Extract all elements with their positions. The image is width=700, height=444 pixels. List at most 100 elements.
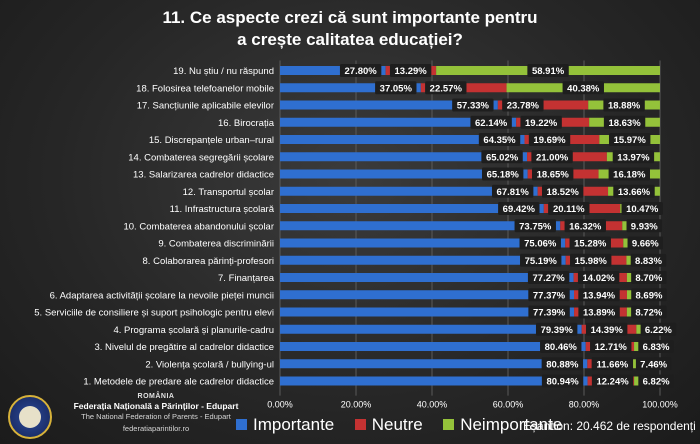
sample-size-note: Eșantion: 20.462 de respondenți <box>523 419 696 433</box>
data-label: 18.88% <box>608 101 641 112</box>
data-label-box <box>630 253 667 267</box>
data-label: 14.39% <box>591 325 624 336</box>
legend-label-importante: Importante <box>253 415 335 434</box>
data-label-box <box>577 271 620 284</box>
data-label: 13.89% <box>583 308 616 319</box>
chart-title: 11. Ce aspecte crezi că sunt importante … <box>0 7 700 51</box>
data-label-box <box>603 115 646 129</box>
chart-title-line-1: 11. Ce aspecte crezi că sunt importante … <box>162 8 538 27</box>
bar-segment <box>280 135 525 144</box>
data-label-box <box>564 219 606 233</box>
legend-swatch-neimportante <box>443 419 455 430</box>
category-label: 5. Serviciile de consiliere și suport ps… <box>34 308 274 319</box>
x-tick-label: 20.00% <box>341 400 372 410</box>
category-label: 4. Programa școlară și planurile-cadru <box>113 325 274 336</box>
legend-swatch-neutre <box>354 419 366 430</box>
bar-segment <box>280 152 528 162</box>
data-label-box <box>498 202 540 215</box>
data-label: 9.66% <box>632 239 659 250</box>
data-label-box <box>640 322 677 336</box>
data-label: 15.28% <box>574 239 607 250</box>
data-label: 7.46% <box>640 359 667 370</box>
legend-swatch-importante <box>236 419 247 430</box>
data-label: 18.63% <box>608 118 641 129</box>
legend-label-neimportante: Neimportante <box>460 415 563 434</box>
category-label: 15. Discrepanțele urban–rural <box>149 135 274 146</box>
data-label-box <box>520 115 562 129</box>
bar-segment <box>280 100 498 110</box>
data-label: 64.35% <box>483 135 516 146</box>
data-label-box <box>631 305 667 319</box>
category-label: 2. Violența școlară / bullying-ul <box>145 359 274 370</box>
data-label: 80.94% <box>546 377 579 388</box>
data-label: 21.00% <box>536 152 569 163</box>
data-label: 13.66% <box>618 187 651 198</box>
data-label: 6.22% <box>645 325 672 336</box>
data-label-box <box>491 184 534 198</box>
data-label-box <box>562 81 604 95</box>
data-label: 14.02% <box>583 273 616 284</box>
bar-segment <box>280 359 588 369</box>
bar-segment <box>280 238 566 248</box>
data-label: 27.80% <box>345 66 378 77</box>
bar-segment <box>280 117 517 127</box>
category-label: 13. Salarizarea cadrelor didactice <box>133 170 274 181</box>
data-label-box <box>528 288 570 302</box>
data-label-box <box>528 305 570 319</box>
data-label-box <box>603 98 645 112</box>
logo-country: ROMÂNIA <box>137 393 175 400</box>
data-label-box <box>591 357 634 371</box>
legend-item-importante: Importante <box>236 415 334 435</box>
data-label: 15.98% <box>575 256 608 267</box>
bar-segment <box>280 324 582 334</box>
data-label: 12.24% <box>596 377 629 388</box>
x-tick-label: 0.00% <box>267 400 293 410</box>
data-label: 8.69% <box>636 290 663 301</box>
category-label: 14. Combaterea segregării școlare <box>128 152 274 163</box>
category-label: 9. Combaterea discriminării <box>158 239 274 250</box>
category-label: 10. Combaterea abandonului școlar <box>123 221 274 232</box>
category-label: 6. Adaptarea activității școlare la nevo… <box>50 290 274 301</box>
data-label-box <box>541 357 584 371</box>
data-label-box <box>389 64 432 77</box>
legend-item-neimportante: Neimportante <box>443 415 562 435</box>
data-label-box <box>590 340 632 353</box>
data-label-box <box>452 98 494 112</box>
bar-segment <box>280 169 528 179</box>
category-label: 11. Infrastructura școlară <box>170 204 275 215</box>
logo-name-en: The National Federation of Parents - Edu… <box>81 412 231 421</box>
logo-website: federatiaparintilor.ro <box>122 424 190 433</box>
bar-segment <box>280 255 566 265</box>
category-label: 1. Metodele de predare ale cadrelor dida… <box>83 377 274 388</box>
data-label: 9.93% <box>631 221 658 232</box>
chart-title-line-2: a crește calitatea educației? <box>237 30 463 49</box>
data-label-box <box>626 219 663 233</box>
data-label-box <box>612 150 655 164</box>
data-label-box <box>375 81 417 95</box>
data-label-box <box>569 236 611 250</box>
data-label-box <box>481 150 523 164</box>
data-label-box <box>535 322 578 336</box>
data-label-box <box>481 167 524 181</box>
bar-segment <box>280 221 561 231</box>
logo-seal-icon <box>8 395 52 439</box>
data-label: 8.83% <box>635 256 662 267</box>
data-label-box <box>339 64 382 77</box>
data-label-box <box>578 288 620 302</box>
bar-segment <box>280 290 575 300</box>
data-label-box <box>578 305 620 319</box>
data-label: 22.57% <box>430 83 463 94</box>
data-label-box <box>528 133 571 146</box>
data-label: 80.46% <box>545 342 578 353</box>
data-label-box <box>608 167 650 181</box>
data-label-box <box>520 253 562 267</box>
logo-name-ro: Federația Națională a Părinților - Edupa… <box>73 401 239 411</box>
x-tick-label: 80.00% <box>569 400 600 410</box>
data-label: 65.02% <box>486 152 519 163</box>
data-label-box <box>502 98 544 112</box>
data-label-box <box>470 115 512 129</box>
data-label: 12.71% <box>595 342 628 353</box>
data-label-box <box>548 202 590 215</box>
